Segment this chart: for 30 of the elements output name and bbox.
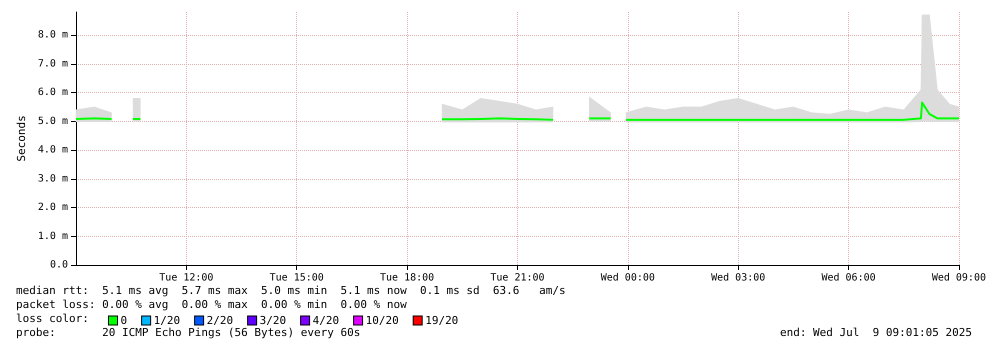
y-tick-label: 4.0 m xyxy=(38,144,68,156)
y-tick-label: 8.0 m xyxy=(38,30,68,40)
legend-label: 4/20 xyxy=(312,314,340,327)
legend-label: 3/20 xyxy=(260,314,286,327)
y-tick-label: 7.0 m xyxy=(38,58,68,70)
legend-label: 1/20 xyxy=(154,314,180,327)
x-tick-label: Wed 09:00 xyxy=(932,272,986,284)
x-tick-label: Wed 06:00 xyxy=(821,272,876,284)
legend-label: 10/20 xyxy=(366,314,399,327)
y-tick-label: 5.0 m xyxy=(38,116,68,127)
legend-label: 19/20 xyxy=(425,314,458,327)
y-tick-label: 1.0 m xyxy=(38,230,68,242)
x-tick-label: Tue 18:00 xyxy=(380,272,434,284)
legend-label: 0 xyxy=(120,314,128,327)
y-tick-label: 2.0 m xyxy=(38,202,68,213)
text: packet loss: 0.00 % avg 0.00 % max 0.00 % min 0.00 % now xyxy=(16,298,408,311)
y-tick-label: 0.0 xyxy=(50,260,68,270)
text: median rtt: 5.1 ms avg 5.7 ms max 5.0 ms min 5.1 ms now 0.1 ms sd 63.6 am/s xyxy=(16,284,566,297)
legend-title: loss color: xyxy=(16,312,89,325)
y-tick-label: 3.0 m xyxy=(38,173,68,184)
x-tick-label: Tue 12:00 xyxy=(159,272,214,284)
text: probe: 20 ICMP Echo Pings (56 Bytes) every 60s xyxy=(16,326,360,339)
y-tick-label: 6.0 m xyxy=(38,87,68,98)
x-tick-label: Wed 03:00 xyxy=(711,272,766,284)
x-tick-label: Wed 00:00 xyxy=(600,272,655,284)
x-tick-label: Tue 15:00 xyxy=(270,272,324,284)
legend-label: 2/20 xyxy=(206,314,234,327)
y-axis-title: Seconds xyxy=(15,115,28,162)
text: end: Wed Jul 9 09:01:05 2025 xyxy=(780,326,972,339)
x-tick-label: Tue 21:00 xyxy=(490,272,545,284)
